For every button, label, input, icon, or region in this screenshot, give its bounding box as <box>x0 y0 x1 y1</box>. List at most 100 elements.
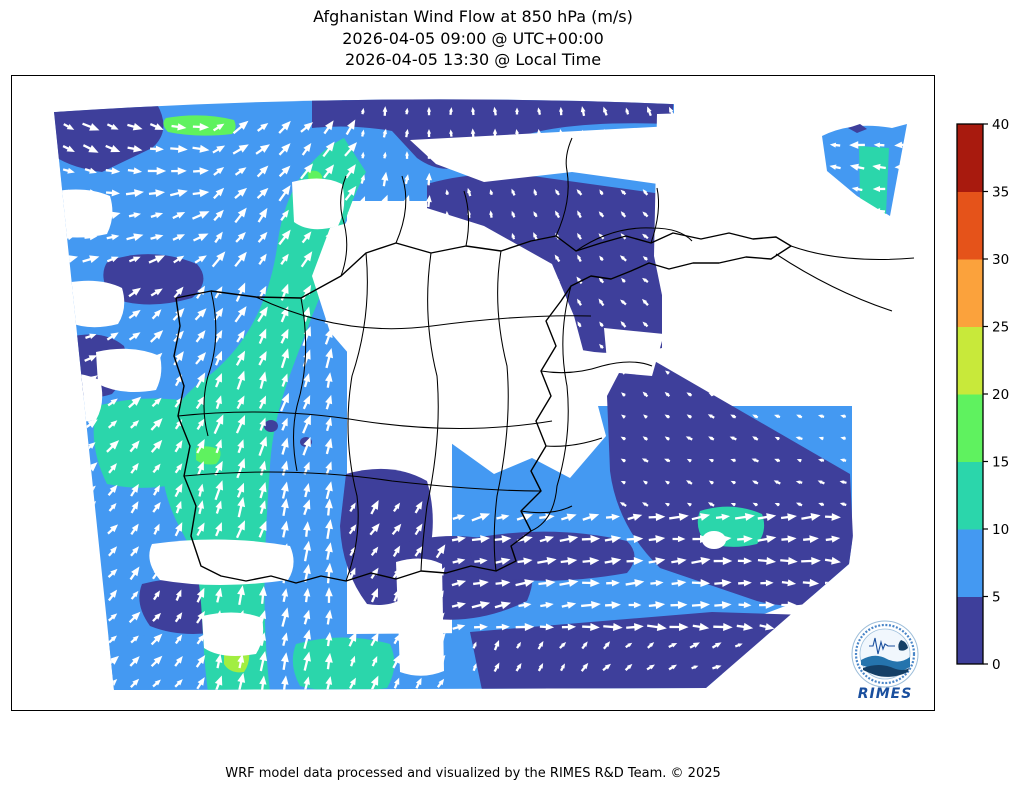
province-boundary-line <box>345 252 368 582</box>
wind-arrow <box>774 458 781 463</box>
wind-arrow <box>174 463 183 474</box>
province-boundary-line <box>775 253 893 312</box>
wind-arrow <box>108 463 117 474</box>
wind-arrow <box>196 438 205 454</box>
wind-arrow <box>259 675 267 690</box>
wind-arrow <box>738 579 752 587</box>
wind-arrow <box>259 460 267 476</box>
wind-arrow <box>642 189 649 196</box>
wind-arrow <box>278 165 291 178</box>
wind-arrow <box>850 208 864 215</box>
wind-arrow <box>322 141 335 158</box>
wind-arrow <box>577 232 582 240</box>
wind-arrow <box>84 634 98 645</box>
wind-arrow <box>647 642 655 649</box>
wind-arrow <box>108 546 118 557</box>
wind-arrow <box>64 613 73 622</box>
wind-arrow <box>730 458 736 463</box>
wind-arrow <box>730 414 737 419</box>
wind-arrow <box>214 350 223 366</box>
wind-arrow <box>392 502 401 513</box>
colorbar-tick-label: 20 <box>992 387 1009 403</box>
wind-arrow <box>258 395 267 410</box>
wind-arrow <box>323 120 334 135</box>
wind-arrow <box>325 631 333 647</box>
wind-arrow <box>175 500 182 514</box>
wind-arrow <box>576 189 583 196</box>
wind-arrow <box>404 174 410 185</box>
wind-arrow <box>800 664 810 670</box>
colorbar-segment <box>957 259 983 327</box>
wind-arrow <box>494 535 512 544</box>
wind-arrow <box>324 498 333 516</box>
wind-arrow <box>82 122 100 131</box>
wind-arrow <box>232 144 249 155</box>
wind-arrow <box>236 395 245 410</box>
wind-arrow <box>393 677 400 689</box>
wind-arrow <box>234 187 248 200</box>
wind-arrow <box>511 232 516 240</box>
wind-arrow <box>729 392 737 397</box>
wind-arrow <box>344 142 358 157</box>
wind-arrow <box>559 535 579 543</box>
wind-arrow <box>345 119 356 136</box>
wind-arrow <box>540 601 554 609</box>
calm-white-mask <box>62 280 125 328</box>
wind-arrow <box>278 143 291 156</box>
wind-arrow <box>537 640 544 650</box>
wind-arrow <box>774 436 780 441</box>
wind-arrow <box>691 601 711 610</box>
wind-arrow <box>533 211 538 218</box>
wind-arrow <box>63 657 74 666</box>
wind-arrow <box>128 611 141 624</box>
wind-arrow <box>153 523 160 535</box>
wind-arrow <box>581 641 588 650</box>
wind-arrow <box>452 514 466 521</box>
wind-arrow <box>730 370 737 375</box>
wind-arrow <box>624 663 633 671</box>
wind-arrow <box>303 609 311 625</box>
wind-arrow <box>281 460 289 476</box>
wind-arrow <box>602 663 611 672</box>
wind-arrow <box>174 522 183 537</box>
wind-arrow <box>708 480 714 485</box>
wind-arrow <box>196 418 205 431</box>
wind-arrow <box>150 439 163 453</box>
colorbar-segment <box>957 124 983 192</box>
wind-arrow <box>371 655 378 667</box>
wind-arrow <box>345 206 356 225</box>
wind-arrow <box>370 588 379 603</box>
wind-arrow <box>63 568 74 578</box>
title-line-1: Afghanistan Wind Flow at 850 hPa (m/s) <box>313 7 633 26</box>
wind-arrow <box>174 612 183 623</box>
wind-arrow <box>554 210 561 219</box>
wind-arrow <box>60 419 77 430</box>
wind-arrow <box>642 256 648 261</box>
province-boundary-line <box>530 285 572 532</box>
wind-arrow <box>62 167 75 174</box>
wind-arrow <box>147 167 167 175</box>
wind-arrow <box>511 210 516 218</box>
wind-arrow <box>802 578 820 587</box>
wind-arrow <box>150 234 164 241</box>
province-boundary-line <box>493 250 509 572</box>
wind-arrow <box>150 633 163 646</box>
wind-arrow <box>781 579 797 587</box>
wind-arrow <box>235 414 246 434</box>
wind-arrow <box>63 442 74 451</box>
wind-arrow <box>258 436 268 457</box>
wind-arrow <box>627 513 643 521</box>
wind-arrow <box>621 414 626 419</box>
wind-arrow <box>62 355 75 362</box>
wind-arrow <box>236 458 246 479</box>
wind-arrow <box>234 306 247 323</box>
wind-arrow <box>757 513 777 521</box>
wind-arrow <box>175 589 182 601</box>
wind-arrow <box>370 675 379 690</box>
wind-arrow <box>829 164 841 170</box>
wind-arrow <box>278 185 291 202</box>
wind-arrow <box>824 600 841 609</box>
wind-arrow <box>756 665 766 670</box>
wind-arrow <box>382 128 387 138</box>
